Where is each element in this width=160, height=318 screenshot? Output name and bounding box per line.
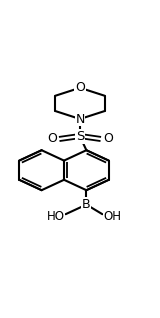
- Text: O: O: [75, 81, 85, 94]
- Text: N: N: [75, 113, 85, 126]
- Text: OH: OH: [103, 210, 121, 223]
- Text: O: O: [103, 133, 113, 146]
- Text: S: S: [76, 130, 84, 143]
- Text: B: B: [82, 198, 91, 211]
- Text: O: O: [47, 133, 57, 146]
- Text: HO: HO: [47, 210, 65, 223]
